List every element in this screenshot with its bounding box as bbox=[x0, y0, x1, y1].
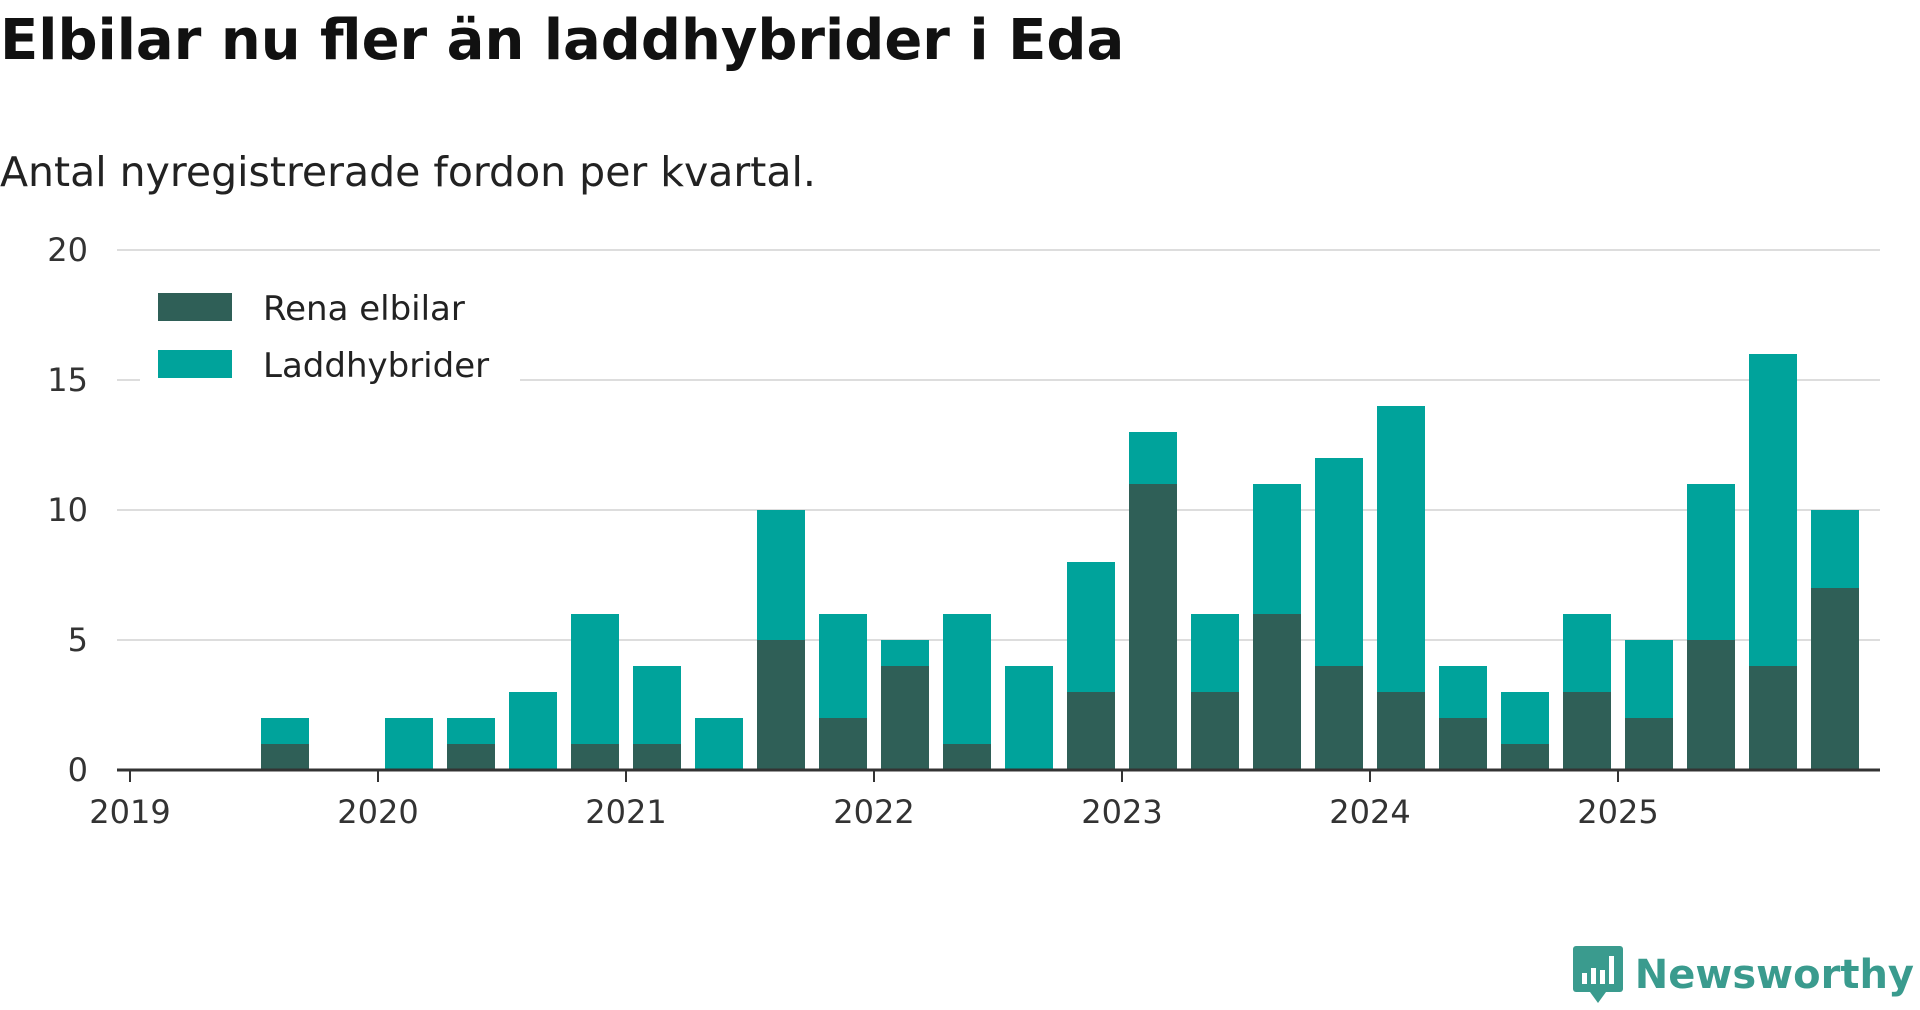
bar-rena-elbilar bbox=[943, 744, 991, 770]
bars bbox=[261, 354, 1859, 770]
axes: 0 5 10 15 20 2019 2020 2021 2022 2023 2024 2025 bbox=[47, 231, 1880, 831]
y-tick-label: 5 bbox=[68, 621, 88, 659]
bar-rena-elbilar bbox=[1625, 718, 1673, 770]
bar-laddhybrider bbox=[757, 510, 805, 640]
bar-rena-elbilar bbox=[447, 744, 495, 770]
bar-rena-elbilar bbox=[1501, 744, 1549, 770]
bar-rena-elbilar bbox=[1439, 718, 1487, 770]
bar-rena-elbilar bbox=[1315, 666, 1363, 770]
legend-swatch bbox=[158, 293, 232, 321]
x-tick-label: 2024 bbox=[1329, 793, 1410, 831]
bar-rena-elbilar bbox=[1749, 666, 1797, 770]
bar-rena-elbilar bbox=[1377, 692, 1425, 770]
bar-laddhybrider bbox=[695, 718, 743, 770]
bar-rena-elbilar bbox=[1811, 588, 1859, 770]
bar-rena-elbilar bbox=[633, 744, 681, 770]
x-tick-label: 2022 bbox=[833, 793, 914, 831]
bar-laddhybrider bbox=[1625, 640, 1673, 718]
y-tick-label: 0 bbox=[68, 751, 88, 789]
newsworthy-logo-icon bbox=[1572, 946, 1623, 1003]
bar-laddhybrider bbox=[1377, 406, 1425, 692]
y-tick-label: 20 bbox=[47, 231, 88, 269]
bar-laddhybrider bbox=[1439, 666, 1487, 718]
bar-rena-elbilar bbox=[1191, 692, 1239, 770]
bar-laddhybrider bbox=[1687, 484, 1735, 640]
bar-laddhybrider bbox=[1811, 510, 1859, 588]
bar-rena-elbilar bbox=[1129, 484, 1177, 770]
bar-rena-elbilar bbox=[261, 744, 309, 770]
bar-laddhybrider bbox=[881, 640, 929, 666]
bar-rena-elbilar bbox=[1563, 692, 1611, 770]
chart-title: Elbilar nu fler än laddhybrider i Eda bbox=[0, 8, 1125, 73]
bar-laddhybrider bbox=[1315, 458, 1363, 666]
bar-laddhybrider bbox=[385, 718, 433, 770]
bar-laddhybrider bbox=[1067, 562, 1115, 692]
newsworthy-logo: Newsworthy bbox=[1572, 940, 1914, 1010]
bar-laddhybrider bbox=[447, 718, 495, 744]
x-tick-label: 2023 bbox=[1081, 793, 1162, 831]
bar-rena-elbilar bbox=[881, 666, 929, 770]
y-tick-label: 15 bbox=[47, 361, 88, 399]
legend-swatch bbox=[158, 350, 232, 378]
legend: Rena elbilar Laddhybrider bbox=[140, 282, 520, 386]
bar-laddhybrider bbox=[1005, 666, 1053, 770]
bar-rena-elbilar bbox=[1067, 692, 1115, 770]
bar-laddhybrider bbox=[1253, 484, 1301, 614]
bar-rena-elbilar bbox=[819, 718, 867, 770]
x-tick-label: 2021 bbox=[585, 793, 666, 831]
newsworthy-logo-text: Newsworthy bbox=[1634, 952, 1914, 998]
bar-laddhybrider bbox=[1129, 432, 1177, 484]
bar-laddhybrider bbox=[1563, 614, 1611, 692]
bar-laddhybrider bbox=[261, 718, 309, 744]
bar-laddhybrider bbox=[1501, 692, 1549, 744]
bar-laddhybrider bbox=[509, 692, 557, 770]
chart-subtitle: Antal nyregistrerade fordon per kvartal. bbox=[0, 148, 816, 196]
bar-rena-elbilar bbox=[571, 744, 619, 770]
bar-laddhybrider bbox=[1191, 614, 1239, 692]
legend-label: Laddhybrider bbox=[263, 346, 489, 386]
y-tick-label: 10 bbox=[47, 491, 88, 529]
bar-laddhybrider bbox=[819, 614, 867, 718]
bar-laddhybrider bbox=[1749, 354, 1797, 666]
x-tick-label: 2019 bbox=[89, 793, 170, 831]
bar-laddhybrider bbox=[633, 666, 681, 744]
x-tick-label: 2020 bbox=[337, 793, 418, 831]
bar-rena-elbilar bbox=[1253, 614, 1301, 770]
bar-laddhybrider bbox=[571, 614, 619, 744]
bar-rena-elbilar bbox=[757, 640, 805, 770]
bar-rena-elbilar bbox=[1687, 640, 1735, 770]
x-tick-label: 2025 bbox=[1577, 793, 1658, 831]
bar-laddhybrider bbox=[943, 614, 991, 744]
legend-label: Rena elbilar bbox=[263, 289, 465, 329]
